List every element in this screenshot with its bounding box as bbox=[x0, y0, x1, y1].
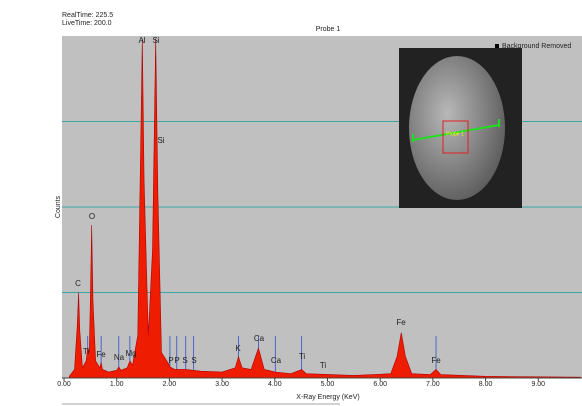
x-tick-label: 2.00 bbox=[163, 381, 177, 388]
peak-label: P bbox=[174, 356, 179, 365]
peak-label: O bbox=[89, 212, 95, 221]
peak-label: Ti bbox=[299, 352, 306, 361]
peak-label: Fe bbox=[96, 350, 106, 359]
peak-label: Mg bbox=[125, 349, 136, 358]
x-tick-label: 9.00 bbox=[531, 381, 545, 388]
x-tick-label: 6.00 bbox=[373, 381, 387, 388]
peak-label: Si bbox=[157, 136, 164, 145]
peak-label: Ti bbox=[83, 347, 90, 356]
peak-label: Fe bbox=[431, 356, 441, 365]
x-tick-label: 8.00 bbox=[479, 381, 493, 388]
x-tick-label: 4.00 bbox=[268, 381, 282, 388]
x-axis-label: X-Ray Energy (KeV) bbox=[296, 394, 359, 401]
peak-label: S bbox=[182, 356, 187, 365]
y-axis-label: Counts bbox=[55, 195, 62, 218]
peak-label: Ca bbox=[271, 356, 282, 365]
inset-image: Probe 1 bbox=[399, 48, 522, 208]
peak-label: Ca bbox=[254, 334, 265, 343]
inset-label: Probe 1 bbox=[446, 131, 464, 137]
x-tick-label: 7.00 bbox=[426, 381, 440, 388]
peak-label: S bbox=[191, 356, 196, 365]
x-tick-label: 3.00 bbox=[215, 381, 229, 388]
peak-label: C bbox=[75, 279, 81, 288]
chart: RealTime: 225.5 LiveTime: 200.0 Probe 1 … bbox=[0, 0, 582, 406]
peak-label: Fe bbox=[396, 318, 406, 327]
x-tick-label: 5.00 bbox=[321, 381, 335, 388]
x-tick-label: 1.00 bbox=[110, 381, 124, 388]
peak-label: Al bbox=[138, 36, 145, 45]
chart-title: Probe 1 bbox=[316, 26, 341, 33]
sample bbox=[409, 56, 505, 200]
peak-label: Si bbox=[152, 36, 159, 45]
peak-label: P bbox=[168, 356, 173, 365]
legend-swatch bbox=[495, 44, 499, 48]
peak-label: Ti bbox=[320, 361, 327, 370]
live-time: LiveTime: 200.0 bbox=[62, 20, 112, 27]
peak-label: K bbox=[235, 344, 241, 353]
peak-label: Na bbox=[114, 353, 125, 362]
real-time: RealTime: 225.5 bbox=[62, 12, 113, 19]
x-tick-label: 0.00 bbox=[57, 381, 71, 388]
